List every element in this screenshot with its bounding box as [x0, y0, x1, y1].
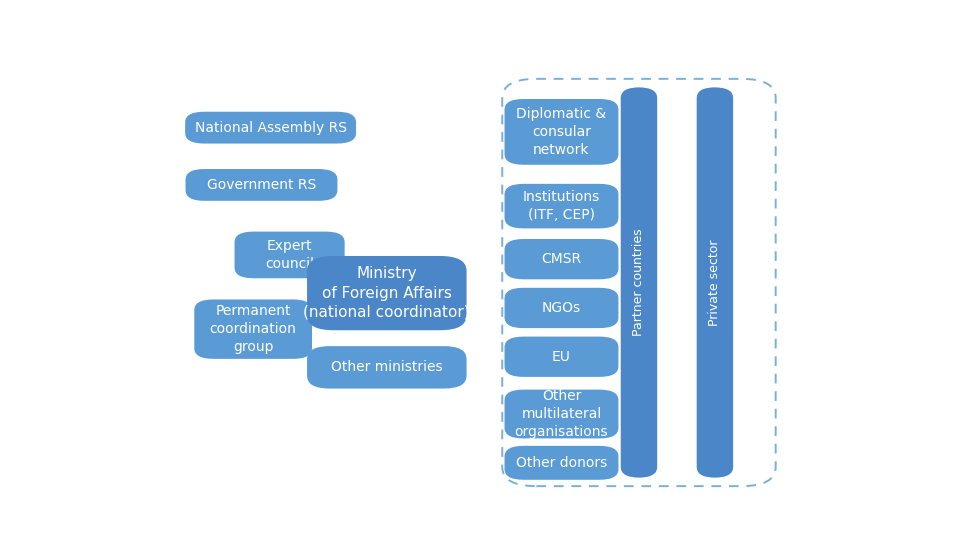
Text: EU: EU [552, 350, 571, 364]
Text: Other
multilateral
organisations: Other multilateral organisations [514, 389, 609, 439]
FancyBboxPatch shape [185, 112, 356, 144]
Text: Other donors: Other donors [515, 456, 608, 470]
FancyBboxPatch shape [307, 256, 466, 330]
FancyBboxPatch shape [505, 337, 618, 377]
FancyBboxPatch shape [505, 390, 618, 439]
Text: Government RS: Government RS [207, 178, 317, 192]
Text: CMSR: CMSR [541, 252, 581, 266]
Text: Institutions
(ITF, CEP): Institutions (ITF, CEP) [523, 190, 600, 222]
Text: Diplomatic &
consular
network: Diplomatic & consular network [516, 107, 607, 156]
Text: Other ministries: Other ministries [331, 360, 443, 374]
Text: Private sector: Private sector [709, 239, 721, 326]
Text: National Assembly RS: National Assembly RS [195, 121, 347, 134]
FancyBboxPatch shape [185, 169, 337, 201]
FancyBboxPatch shape [307, 346, 466, 388]
FancyBboxPatch shape [505, 184, 618, 229]
Text: Expert
council: Expert council [265, 239, 314, 271]
Text: NGOs: NGOs [542, 301, 581, 315]
FancyBboxPatch shape [697, 88, 733, 478]
Text: Ministry
of Foreign Affairs
(national coordinator): Ministry of Foreign Affairs (national co… [304, 266, 470, 320]
FancyBboxPatch shape [620, 88, 658, 478]
FancyBboxPatch shape [505, 239, 618, 279]
Text: Partner countries: Partner countries [632, 229, 646, 336]
FancyBboxPatch shape [505, 446, 618, 480]
FancyBboxPatch shape [194, 300, 312, 359]
FancyBboxPatch shape [234, 231, 345, 278]
Text: Permanent
coordination
group: Permanent coordination group [210, 304, 297, 354]
FancyBboxPatch shape [505, 99, 618, 165]
FancyBboxPatch shape [505, 288, 618, 328]
